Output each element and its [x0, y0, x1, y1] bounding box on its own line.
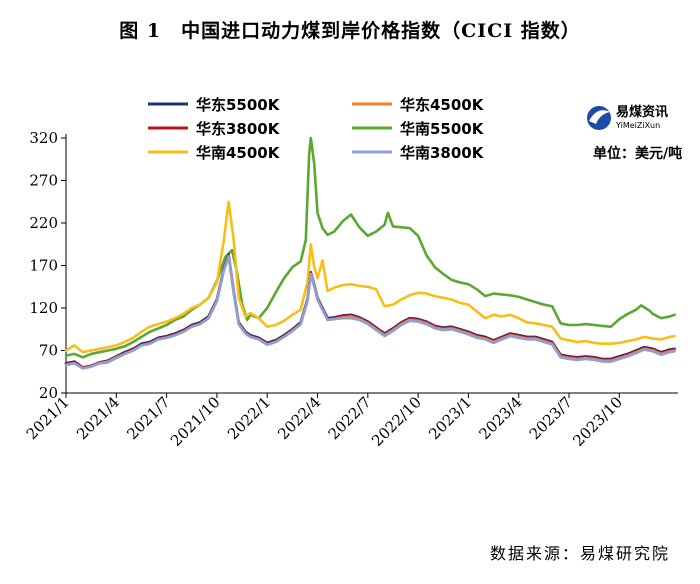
x-tick-label: 2023/1 [425, 393, 475, 443]
legend: 华东5500K 华东4500K 华东3800K 华南5500K 华南4500K 华南380… [148, 96, 485, 162]
brand-logo-swoosh [589, 110, 610, 124]
y-tick-label: 120 [29, 299, 58, 317]
series-line-5 [64, 254, 676, 370]
brand-name-en: YiMeiZiXun [615, 121, 660, 130]
y-tick-label: 270 [29, 172, 58, 190]
x-tick-label: 2021/4 [73, 393, 123, 443]
x-tick-label: 2023/7 [526, 393, 576, 443]
legend-label: 华南3800K [400, 144, 485, 162]
data-source: 数据来源：易煤研究院 [489, 544, 670, 563]
series-line-1 [64, 254, 676, 370]
x-tick-label: 2022/1 [224, 393, 274, 443]
x-tick-label: 2021/10 [167, 393, 224, 450]
brand-logo: 易煤资讯 YiMeiZiXun [587, 104, 668, 130]
x-tick-label: 2022/10 [368, 393, 425, 450]
legend-label: 华南4500K [196, 144, 281, 162]
x-tick-label: 2023/10 [569, 393, 626, 450]
legend-label: 华东3800K [196, 120, 281, 138]
y-tick-label: 220 [29, 214, 58, 232]
legend-label: 华东5500K [196, 96, 281, 114]
x-tick-label: 2022/7 [325, 393, 375, 443]
legend-label: 华东4500K [400, 96, 485, 114]
unit-label: 单位：美元/吨 [593, 145, 682, 162]
x-tick-label: 2023/4 [475, 393, 525, 443]
series-line-4 [64, 200, 676, 354]
legend-label: 华南5500K [400, 120, 485, 138]
x-tick-label: 2021/7 [123, 393, 173, 443]
x-tick-label: 2022/4 [274, 393, 324, 443]
page-title: 图 1 中国进口动力煤到岸价格指数（CICI 指数） [119, 20, 581, 42]
y-tick-label: 70 [39, 342, 58, 360]
series-line-0 [64, 253, 676, 369]
y-tick-label: 320 [29, 129, 58, 147]
brand-name: 易煤资讯 [616, 104, 668, 120]
series-line-3 [64, 136, 676, 359]
y-tick-label: 20 [39, 384, 58, 402]
series-line-2 [64, 254, 676, 369]
y-tick-label: 170 [29, 257, 58, 275]
